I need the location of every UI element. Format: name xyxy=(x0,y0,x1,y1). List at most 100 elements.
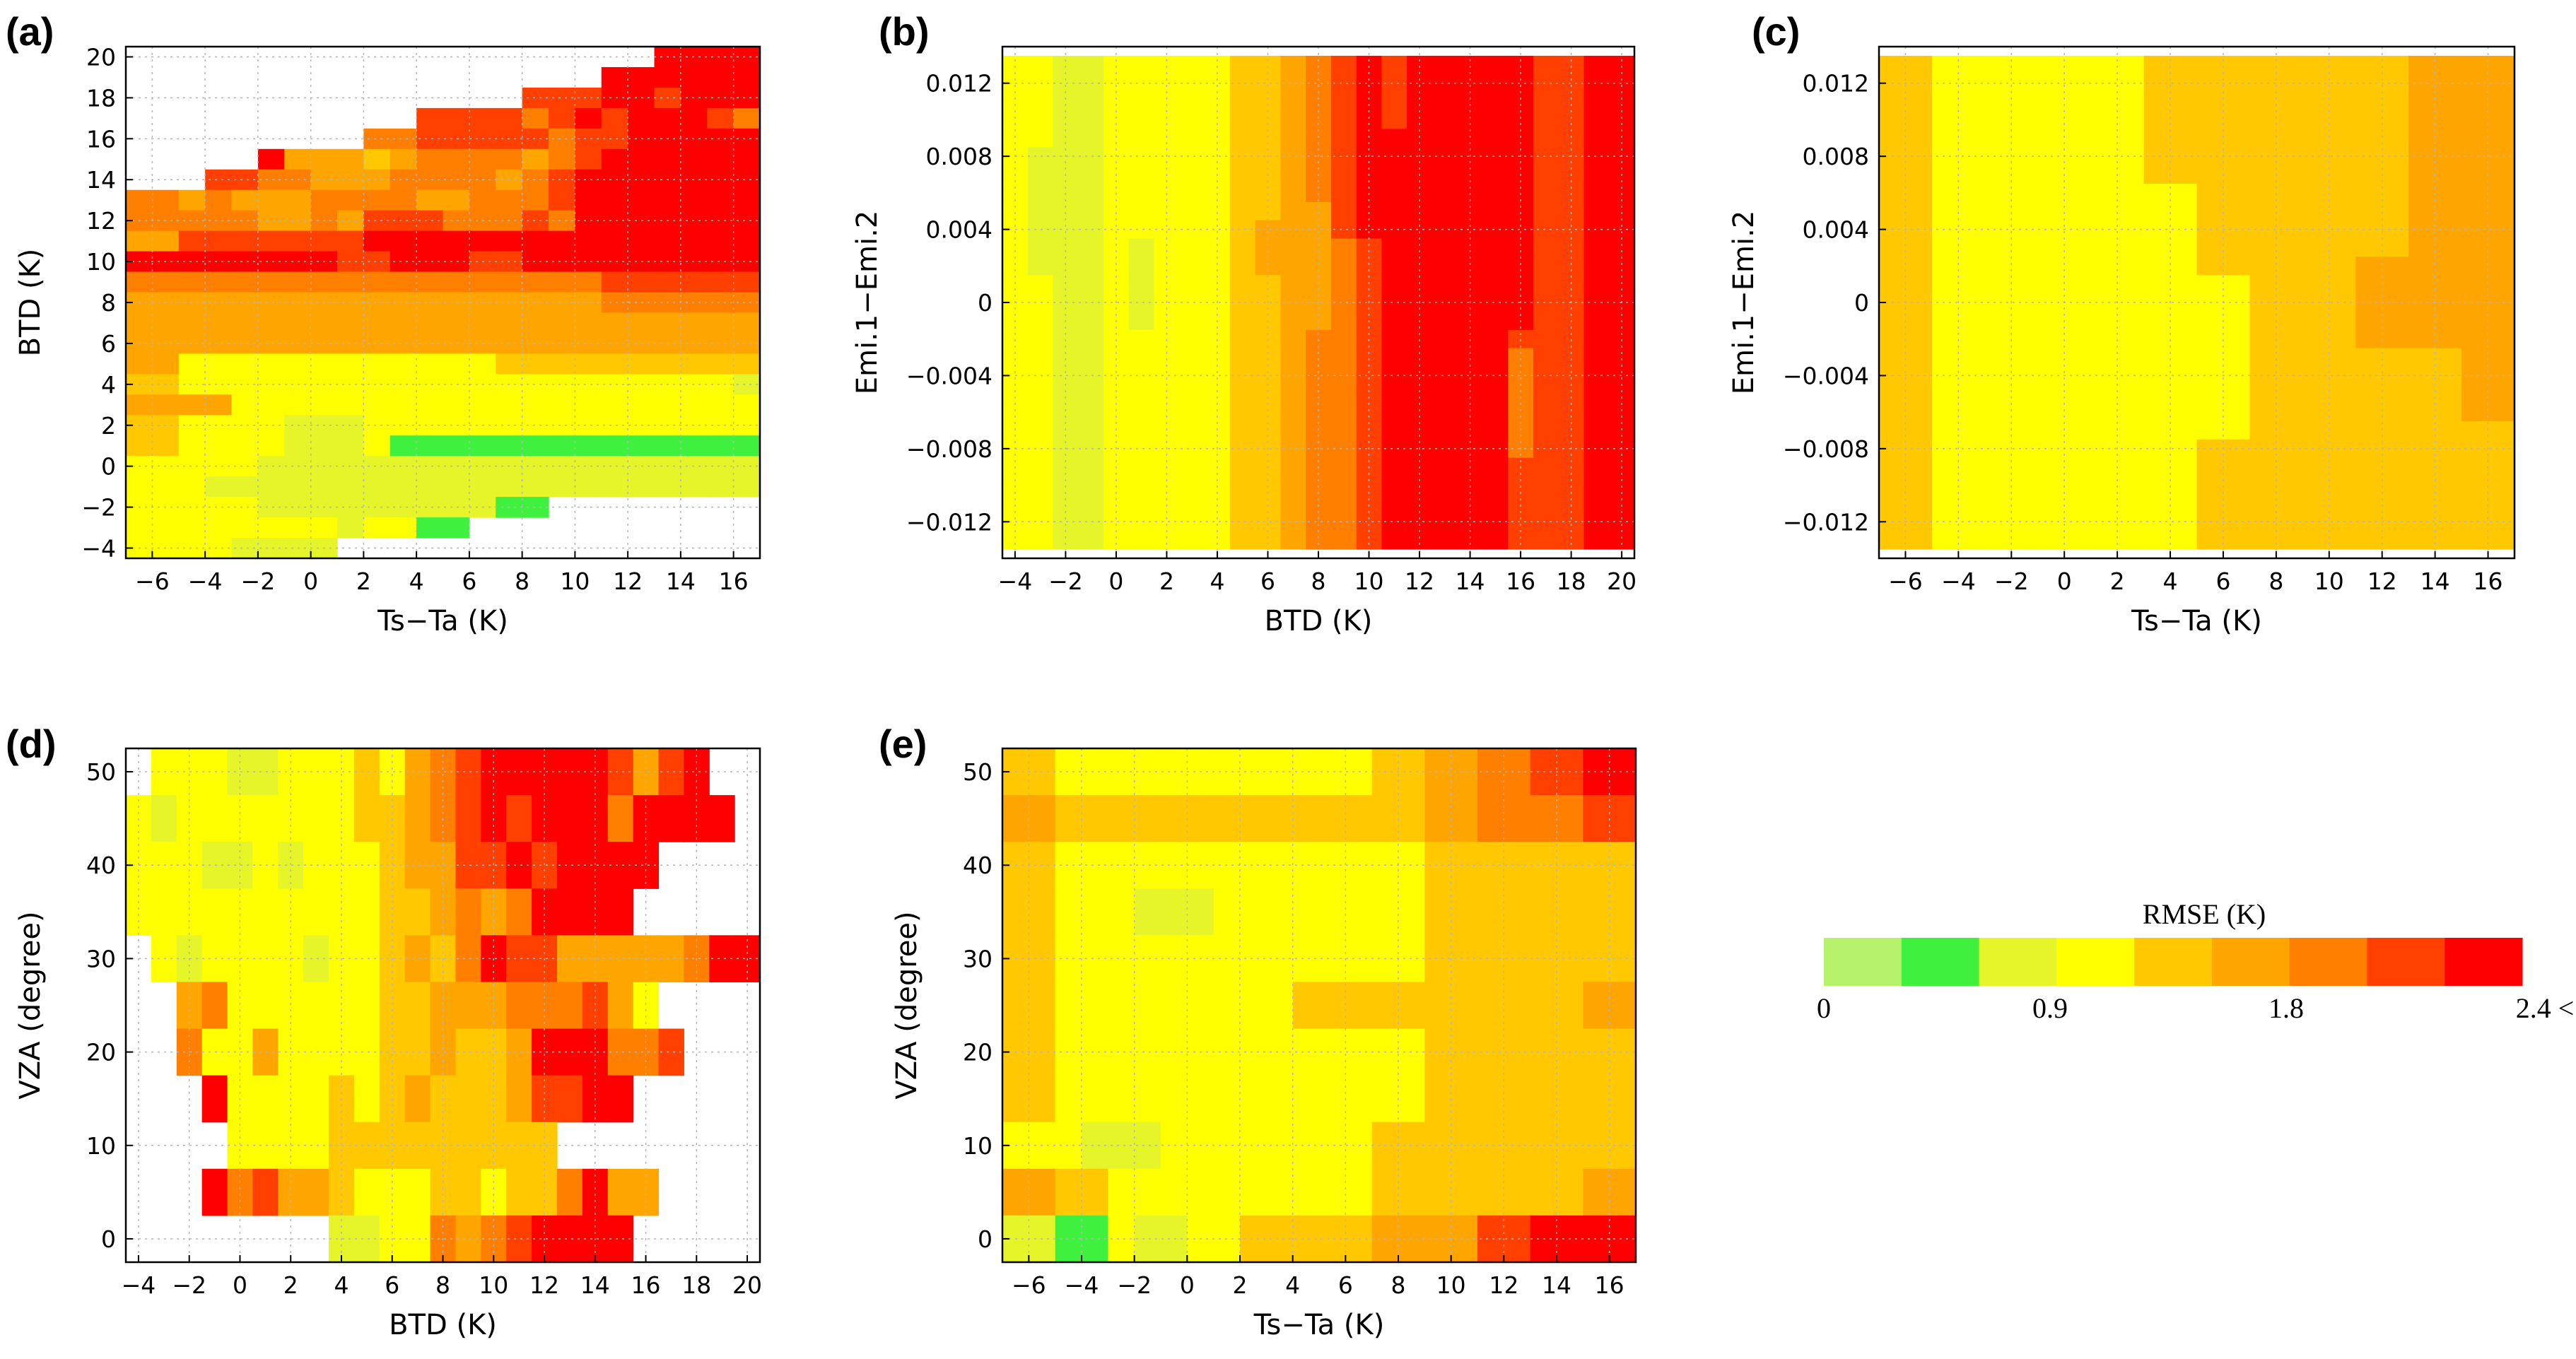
heatmap-cell xyxy=(1240,935,1267,983)
heatmap-cell xyxy=(601,87,628,109)
heatmap-cell xyxy=(152,271,180,293)
heatmap-cell xyxy=(556,888,583,936)
heatmap-cell xyxy=(1482,476,1509,495)
heatmap-cell xyxy=(1255,421,1281,440)
heatmap-cell xyxy=(1154,348,1180,367)
heatmap-cell xyxy=(2408,512,2462,531)
heatmap-cell xyxy=(1078,348,1104,367)
heatmap-cell xyxy=(416,435,444,457)
heatmap-cell xyxy=(1128,348,1155,367)
x-tick-label: 2 xyxy=(1233,1271,1248,1299)
x-tick-label: 0 xyxy=(303,567,318,595)
colorbar-swatch xyxy=(2289,938,2367,986)
heatmap-cell xyxy=(2143,531,2198,550)
heatmap-cell xyxy=(1432,165,1458,184)
heatmap-cell xyxy=(1319,888,1346,936)
panel-a-frame xyxy=(124,45,761,560)
heatmap-cell xyxy=(1984,494,2039,513)
panel-a-plot: −6 −4 −2 0 2 4 6 8 10 12 14 16 −4 −2 0 2 4 6 8 10 12 14 16 18 20… xyxy=(14,43,761,637)
heatmap-cell xyxy=(1134,1075,1161,1123)
heatmap-cell xyxy=(1306,384,1332,404)
heatmap-cell xyxy=(1407,92,1433,112)
heatmap-cell xyxy=(1179,92,1205,112)
heatmap-cell xyxy=(178,538,206,559)
heatmap-cell xyxy=(556,982,583,1030)
heatmap-cell xyxy=(1161,842,1188,889)
heatmap-cell xyxy=(522,251,549,273)
heatmap-cell xyxy=(126,189,153,211)
heatmap-cell xyxy=(443,210,470,232)
heatmap-cell xyxy=(582,982,609,1030)
heatmap-cell xyxy=(1381,311,1407,331)
heatmap-cell xyxy=(455,1168,481,1216)
heatmap-cell xyxy=(2037,384,2092,404)
heatmap-cell xyxy=(152,189,180,211)
heatmap-cell xyxy=(1482,165,1509,184)
heatmap-cell xyxy=(1161,1215,1188,1263)
heatmap-cell xyxy=(353,795,380,842)
heatmap-cell xyxy=(2249,494,2303,513)
heatmap-cell xyxy=(1053,494,1079,513)
heatmap-cell xyxy=(2143,512,2198,531)
heatmap-cell xyxy=(1533,129,1559,148)
heatmap-cell xyxy=(337,476,364,498)
heatmap-cell xyxy=(2408,421,2462,440)
heatmap-cell xyxy=(1292,888,1320,936)
heatmap-cell xyxy=(126,353,153,375)
colorbar-swatches xyxy=(1824,938,2523,986)
heatmap-cell xyxy=(1053,238,1079,257)
heatmap-cell xyxy=(1530,982,1557,1030)
heatmap-cell xyxy=(2196,494,2251,513)
heatmap-cell xyxy=(303,1028,329,1076)
heatmap-cell xyxy=(1082,888,1108,936)
heatmap-cell xyxy=(1558,55,1585,75)
heatmap-cell xyxy=(1319,748,1346,796)
x-tick-label: 14 xyxy=(580,1271,610,1299)
heatmap-cell xyxy=(1457,421,1484,440)
heatmap-cell xyxy=(1432,275,1458,294)
heatmap-cell xyxy=(680,312,708,334)
heatmap-cell xyxy=(2302,55,2356,75)
x-tick-label: 12 xyxy=(2367,567,2397,595)
heatmap-cell xyxy=(549,476,575,498)
y-tick-label: −4 xyxy=(81,535,116,563)
heatmap-cell xyxy=(680,189,708,211)
x-tick-label: 2 xyxy=(1159,567,1174,595)
heatmap-cell xyxy=(1432,238,1458,257)
heatmap-cell xyxy=(2143,220,2198,240)
heatmap-cell xyxy=(1557,1168,1583,1216)
x-tick-label: −6 xyxy=(1012,1271,1046,1299)
heatmap-cell xyxy=(1292,1075,1320,1123)
heatmap-cell xyxy=(252,888,279,936)
heatmap-cell xyxy=(310,435,338,457)
heatmap-cell xyxy=(1482,257,1509,276)
heatmap-cell xyxy=(1508,129,1534,148)
heatmap-cell xyxy=(363,394,391,416)
heatmap-cell xyxy=(1280,494,1306,513)
y-tick-label: −2 xyxy=(81,494,116,522)
heatmap-cell xyxy=(496,271,523,293)
panel-c: (c) −6 −4 −2 0 2 4 6 8 10 12 14 16 −0.012 −0.008 −0.00… xyxy=(1728,9,2516,637)
y-tick-label: 0.008 xyxy=(1803,143,1869,170)
x-tick-label: 14 xyxy=(2420,567,2450,595)
heatmap-cell xyxy=(549,230,575,252)
heatmap-cell xyxy=(1027,147,1054,166)
heatmap-cell xyxy=(1984,92,2039,112)
heatmap-cell xyxy=(496,312,523,334)
heatmap-cell xyxy=(1407,201,1433,221)
heatmap-cell xyxy=(1078,311,1104,331)
x-tick-label: −4 xyxy=(998,567,1033,595)
heatmap-cell xyxy=(1306,275,1332,294)
heatmap-cell xyxy=(303,1168,329,1216)
heatmap-cell xyxy=(1407,494,1433,513)
heatmap-cell xyxy=(733,230,761,252)
heatmap-cell xyxy=(201,1028,228,1076)
heatmap-cell xyxy=(443,394,470,416)
x-tick-label: 4 xyxy=(1210,567,1224,595)
heatmap-cell xyxy=(390,189,417,211)
heatmap-cell xyxy=(707,210,734,232)
heatmap-cell xyxy=(680,148,708,170)
heatmap-cell xyxy=(2302,220,2356,240)
heatmap-cell xyxy=(1931,366,1986,385)
heatmap-cell xyxy=(1508,201,1534,221)
